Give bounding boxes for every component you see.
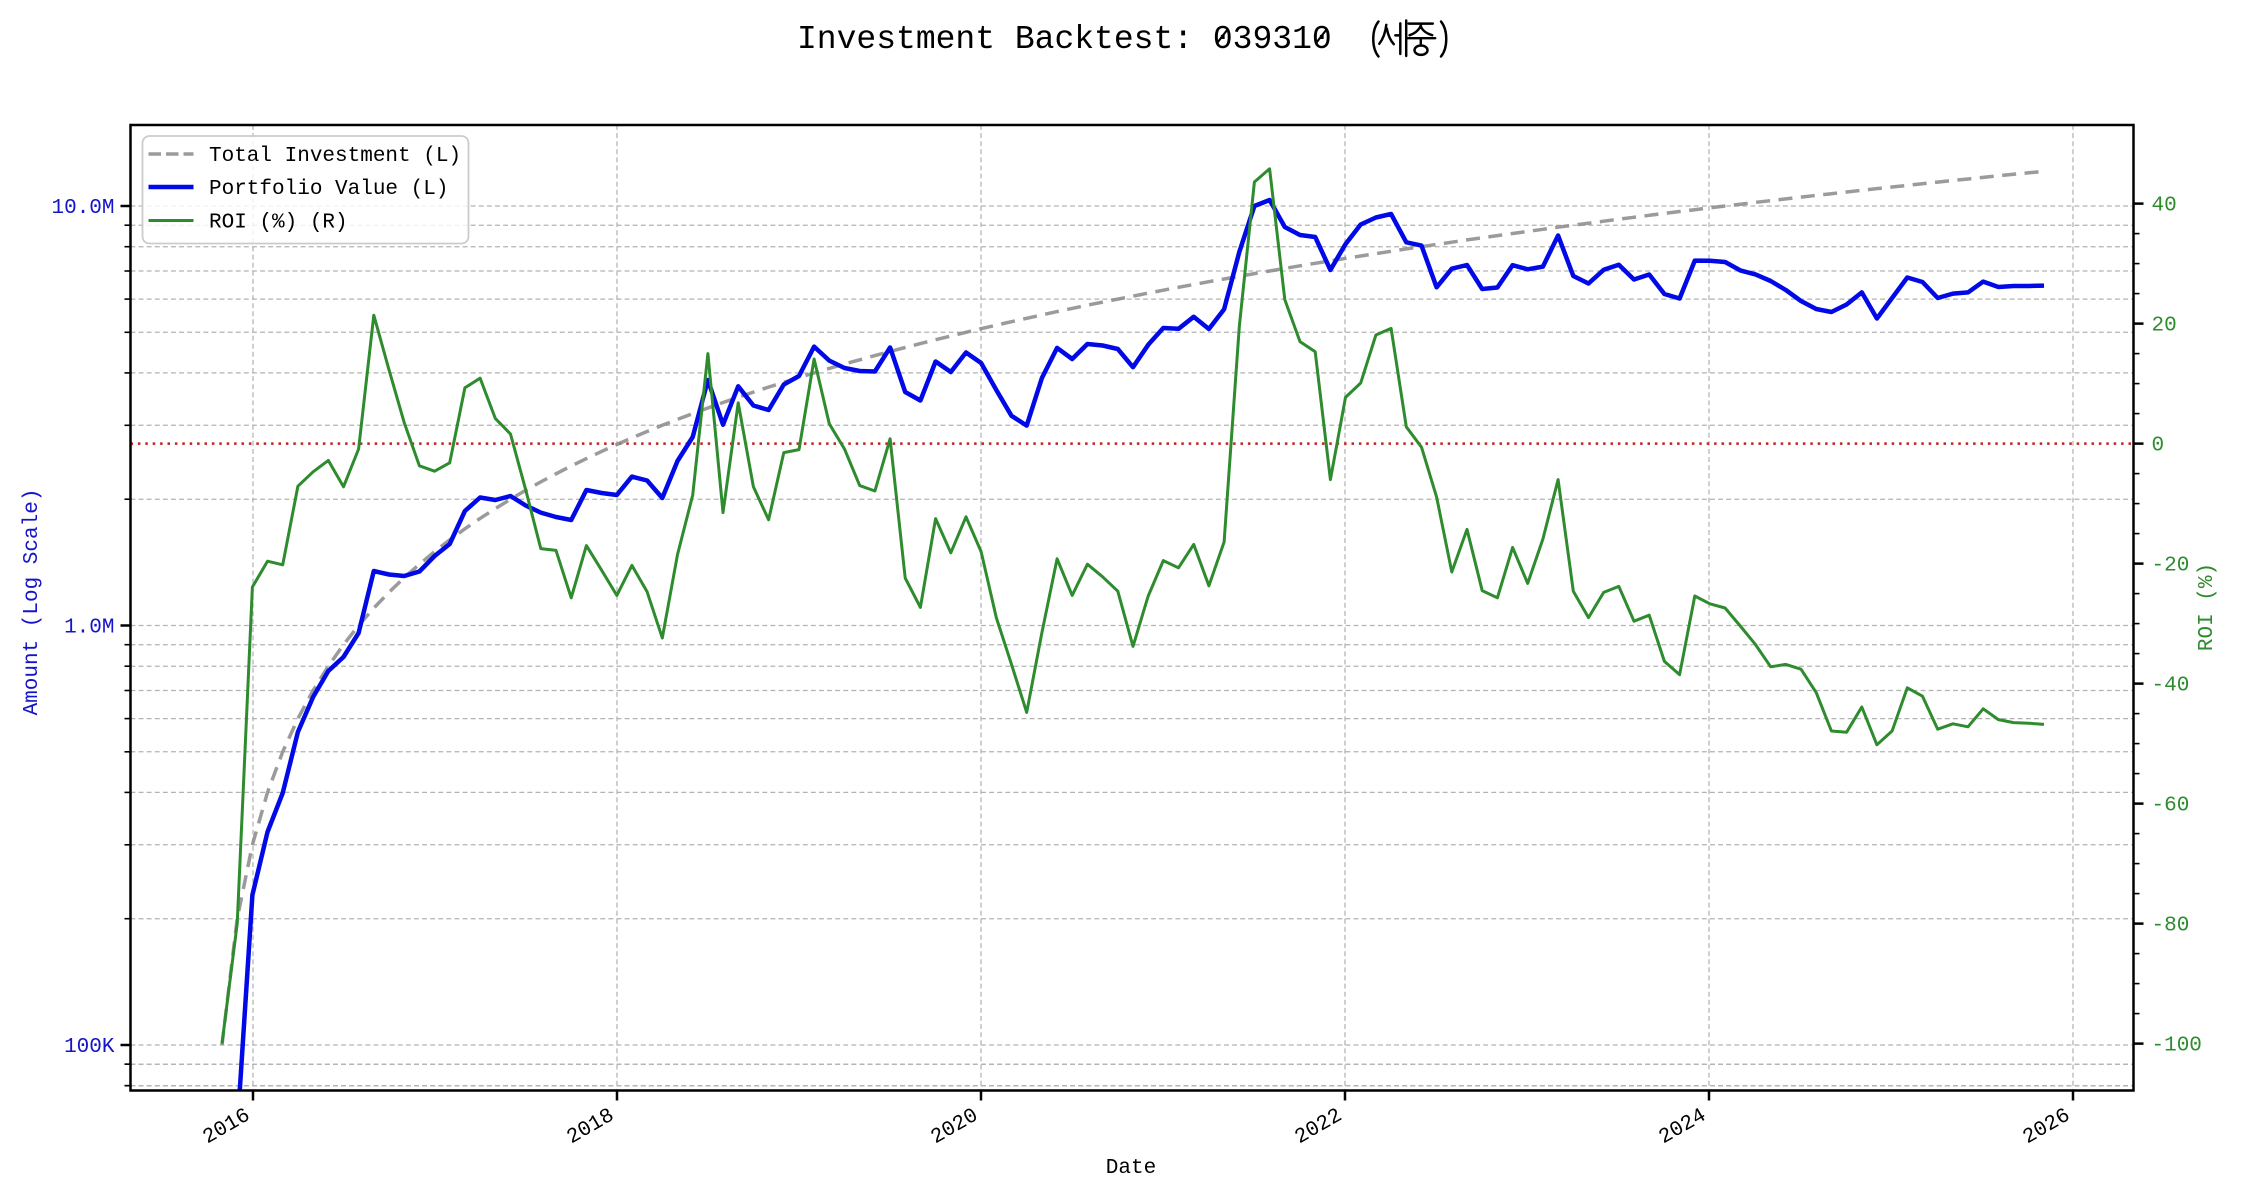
svg-text:1.0M: 1.0M [64, 617, 114, 640]
svg-text:Total Investment (L): Total Investment (L) [209, 145, 461, 168]
svg-text:0: 0 [2152, 435, 2165, 458]
svg-text:40: 40 [2152, 195, 2177, 218]
svg-text:Portfolio Value (L): Portfolio Value (L) [209, 178, 448, 201]
svg-text:ROI (%): ROI (%) [2196, 563, 2219, 651]
svg-text:Investment Backtest: 039310: Investment Backtest: 039310 [797, 21, 1332, 58]
svg-text:10.0M: 10.0M [51, 197, 114, 220]
svg-text:20: 20 [2152, 315, 2177, 338]
svg-text:Amount (Log Scale): Amount (Log Scale) [21, 489, 44, 716]
svg-text:Date: Date [1106, 1157, 1156, 1180]
svg-text:-60: -60 [2152, 795, 2190, 818]
svg-text:ROI (%) (R): ROI (%) (R) [209, 212, 348, 235]
svg-text:100K: 100K [64, 1036, 115, 1059]
svg-text:-40: -40 [2152, 675, 2190, 698]
svg-text:-20: -20 [2152, 555, 2190, 578]
svg-text:-80: -80 [2152, 915, 2190, 938]
svg-text:-100: -100 [2152, 1035, 2202, 1058]
